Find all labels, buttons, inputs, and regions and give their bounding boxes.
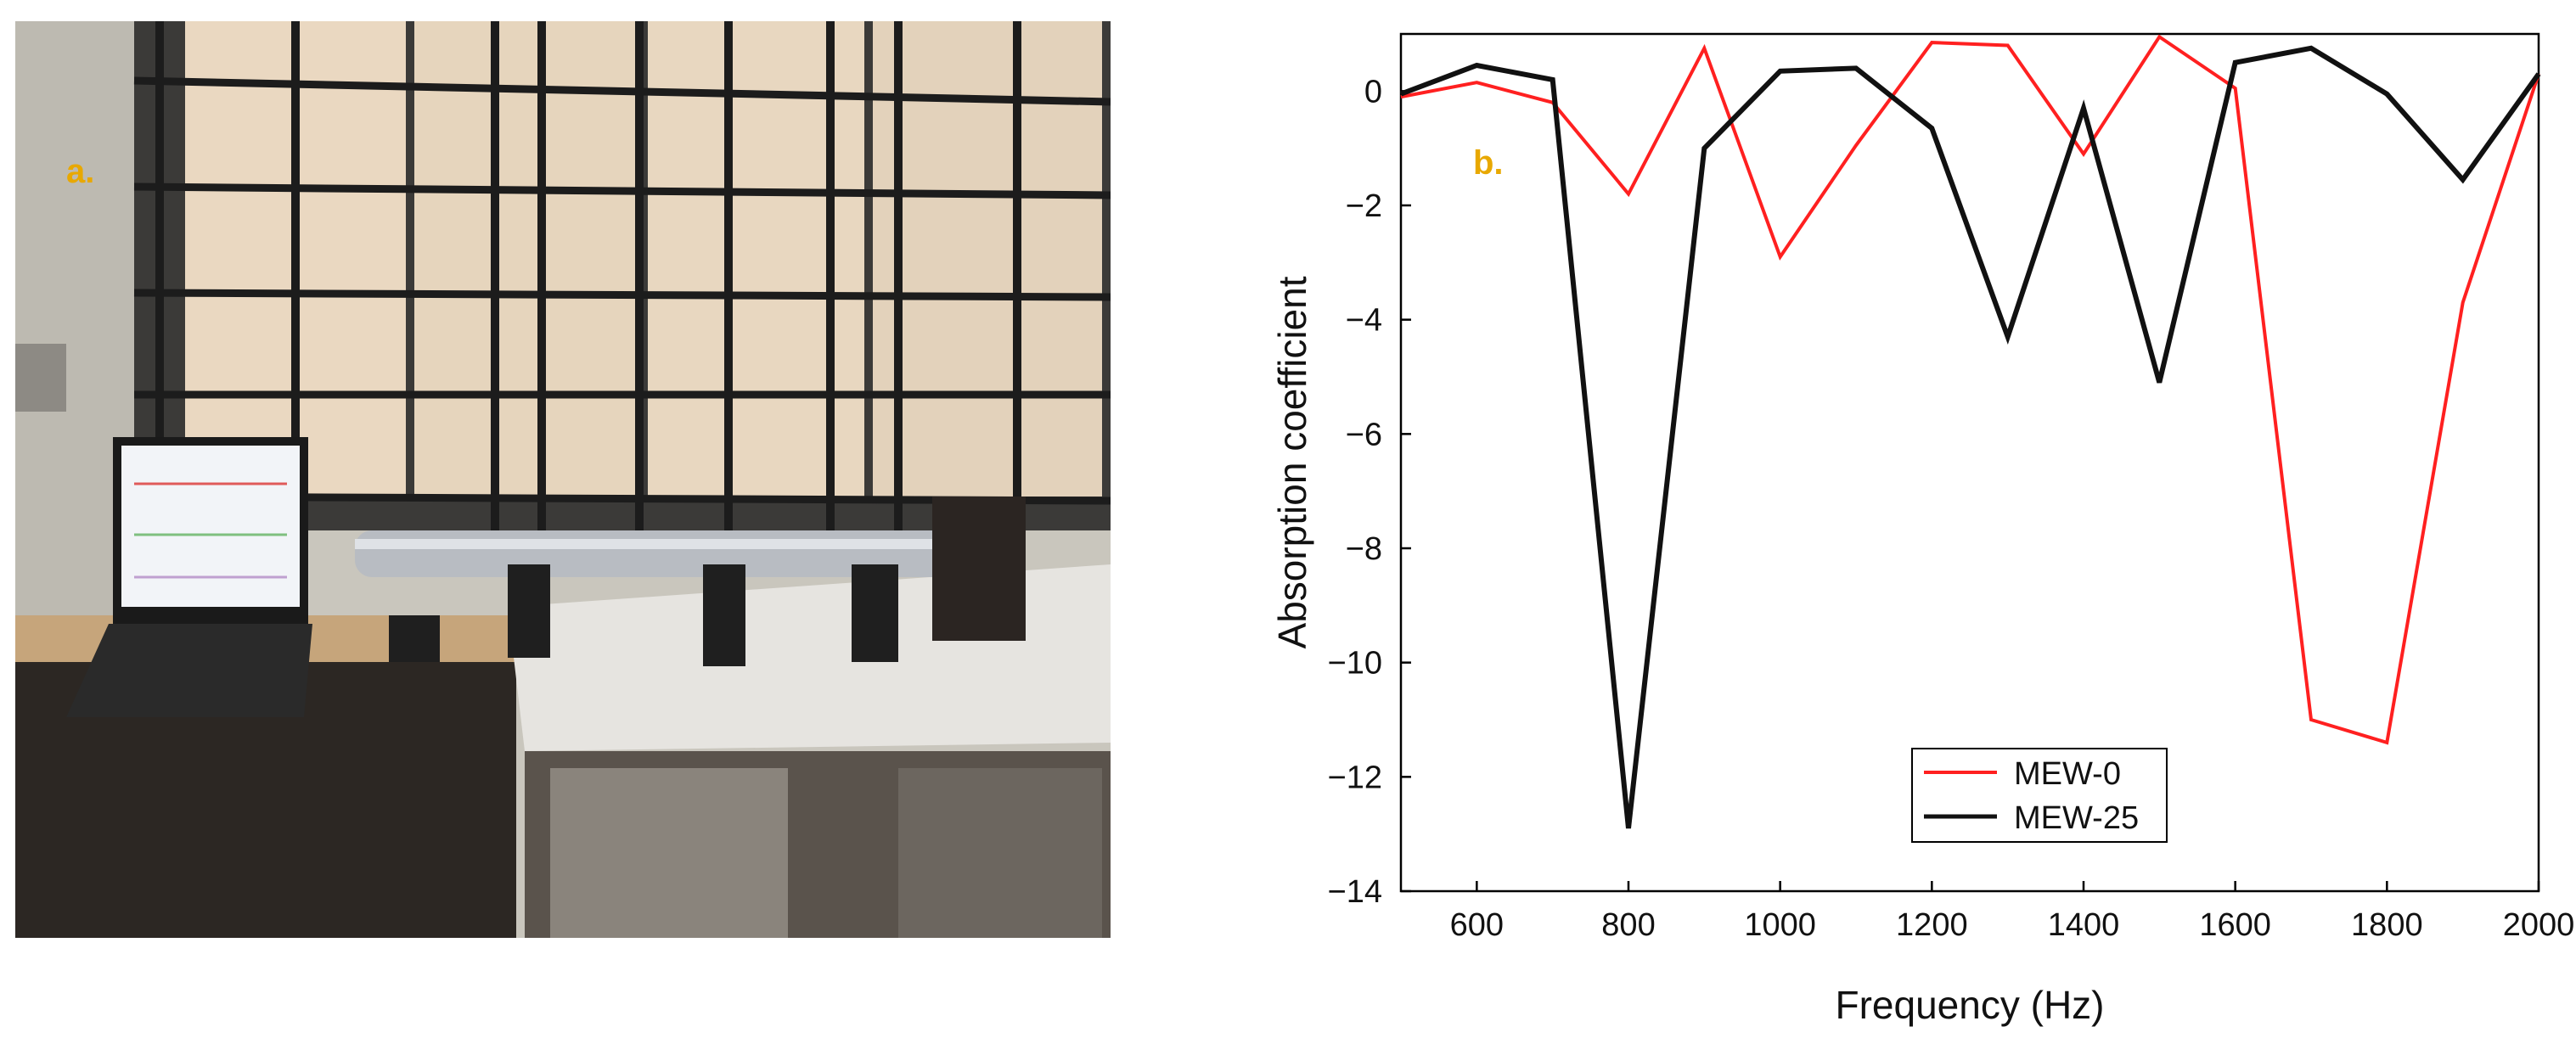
panel-b-label: b. (1473, 144, 1504, 182)
x-tick-label: 600 (1450, 907, 1504, 943)
y-tick-label: 0 (1364, 74, 1382, 109)
series-lines (1399, 34, 2541, 829)
x-axis-label: Frequency (Hz) (1836, 983, 2105, 1027)
y-axis-label: Absorption coefficient (1270, 276, 1314, 648)
series-line-mew-0 (1400, 34, 2540, 745)
y-tick-label: −2 (1346, 188, 1382, 224)
y-tick-label: −10 (1328, 646, 1382, 682)
y-tick-label: −8 (1346, 531, 1382, 567)
series-line-mew-25 (1399, 45, 2541, 829)
x-tick-label: 1200 (1896, 907, 1968, 943)
x-tick-label: 1600 (2199, 907, 2271, 943)
absorption-chart: 600 800 1000 1200 1400 1600 1800 2000 0 −2 −4 −6 −8 −… (1172, 0, 2576, 1038)
plot-frame (1399, 32, 2540, 893)
y-tick-label: −4 (1346, 303, 1382, 339)
panel-a-label: a. (66, 153, 94, 190)
legend-label-mew-0: MEW-0 (2014, 756, 2121, 792)
lab-apparatus-photo-icon: a. (15, 21, 1111, 938)
y-tick-label: −6 (1346, 417, 1382, 452)
x-tick-label: 1000 (1744, 907, 1816, 943)
legend-box (1911, 748, 2168, 843)
y-tick-label: −14 (1328, 874, 1382, 910)
legend: MEW-0 MEW-25 (1911, 748, 2168, 843)
apparatus-photo: a. (15, 21, 1111, 938)
absorption-chart-svg: 600 800 1000 1200 1400 1600 1800 2000 0 −2 −4 −6 −8 −… (1270, 32, 2575, 1027)
x-tick-label: 800 (1601, 907, 1655, 943)
legend-label-mew-25: MEW-25 (2014, 800, 2139, 836)
x-tick-label: 2000 (2503, 907, 2575, 943)
x-tick-label: 1800 (2351, 907, 2423, 943)
x-tick-label: 1400 (2048, 907, 2120, 943)
axis-ticks: 600 800 1000 1200 1400 1600 1800 2000 0 −2 −4 −6 −8 −… (1328, 74, 2575, 943)
y-tick-label: −12 (1328, 760, 1382, 795)
